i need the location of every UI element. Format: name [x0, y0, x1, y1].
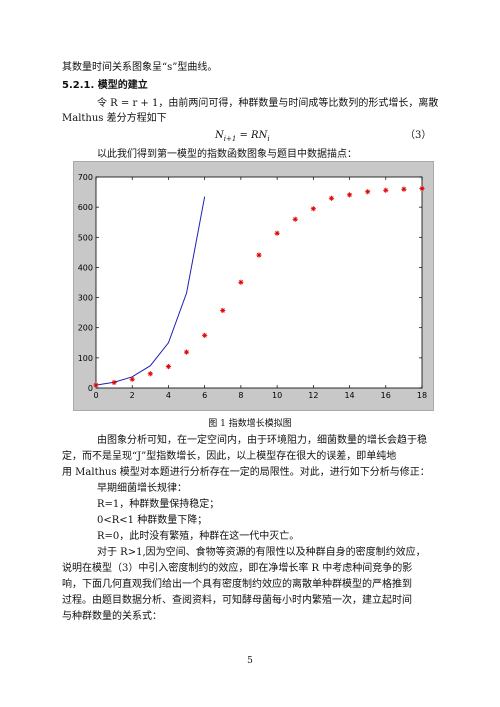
equation-rhs-subscript: i	[267, 135, 270, 143]
data-point	[310, 206, 316, 212]
figure-chart: 0 2 4 6 8 10 12 14 16 18 0 100 200 300 400 500 600 700	[73, 161, 434, 411]
x-tick-label: 6	[202, 391, 207, 400]
equation-lhs: N	[215, 130, 224, 141]
y-tick-label: 100	[78, 354, 93, 363]
plot-area	[95, 176, 423, 389]
paragraph-line: 令 R = r + 1，由前两问可得，种群数量与时间成等比数列的形式增长，离散	[97, 98, 439, 109]
x-tick-label: 8	[238, 391, 243, 400]
paragraph-line: R=1，种群数量保持稳定；	[97, 499, 220, 510]
x-tick-label: 0	[93, 391, 98, 400]
figure-caption: 图 1 指数增长模拟图	[208, 419, 292, 429]
page-number: 5	[247, 656, 253, 666]
x-tick-label: 18	[417, 391, 427, 400]
data-point	[419, 185, 425, 192]
paragraph-line: 过程。由题目数据分析、查阅资料，可知酵母菌每小时内繁殖一次，建立起时间	[62, 595, 412, 606]
paragraph-intro: 其数量时间关系图象呈“s”型曲线。	[62, 62, 218, 73]
y-tick-label: 600	[78, 203, 93, 212]
x-tick-label: 4	[166, 391, 171, 400]
paragraph-line: Malthus 差分方程如下	[62, 113, 167, 124]
paragraph-line: 0<R<1 种群数量下降；	[97, 515, 208, 526]
x-tick-label: 14	[344, 391, 354, 400]
y-tick-label: 200	[78, 324, 93, 333]
paragraph-line: 对于 R>1,因为空间、食物等资源的有限性以及种群自身的密度制约效应，	[97, 547, 426, 558]
x-tick-label: 2	[130, 391, 135, 400]
paragraph-line: 早期细菌增长规律：	[97, 483, 187, 494]
paragraph-line: 用 Malthus 模型对本题进行分析存在一定的局限性。对此，进行如下分析与修正…	[62, 467, 430, 478]
paragraph-line: R=0，此时没有繁殖，种群在这一代中灭亡。	[97, 531, 300, 542]
data-point	[129, 376, 135, 382]
data-point	[183, 349, 190, 355]
data-point	[93, 382, 99, 388]
section-heading: 5.2.1. 模型的建立	[62, 80, 148, 91]
x-tick-label: 16	[381, 391, 391, 400]
data-point	[111, 379, 117, 386]
paragraph-line: 说明在模型（3）中引入密度制约的效应，即在净增长率 R 中考虑种间竞争的影	[62, 563, 413, 574]
y-tick-label: 400	[78, 263, 93, 272]
y-tick-label: 700	[78, 173, 93, 182]
paragraph-line: 定，而不是呈现“J”型指数增长，因此，以上模型存在很大的误差，即单纯地	[62, 451, 397, 462]
equation-rhs: = RN	[236, 130, 268, 141]
x-tick-label: 10	[272, 391, 282, 400]
paragraph-line: 与种群数量的关系式：	[62, 611, 162, 622]
data-point	[147, 371, 153, 377]
equation-lhs-subscript: i+1	[223, 135, 237, 143]
data-point	[328, 195, 335, 201]
data-point	[346, 192, 353, 198]
data-point	[365, 189, 371, 195]
y-tick-label: 0	[88, 384, 93, 393]
equation: Ni+1 = RNi	[215, 129, 270, 146]
data-point	[202, 332, 208, 338]
paragraph-line: 响，下面几何直观我们给出一个具有密度制约效应的离散单种群模型的严格推到	[62, 579, 412, 590]
data-point	[256, 252, 262, 258]
data-point	[383, 187, 389, 193]
data-point	[274, 230, 280, 236]
y-tick-label: 500	[78, 233, 93, 242]
equation-number: （3）	[405, 130, 432, 141]
y-tick-label: 300	[78, 294, 93, 303]
data-point	[238, 279, 244, 285]
paragraph-line: 以此我们得到第一模型的指数函数图象与题目中数据描点：	[97, 149, 357, 160]
data-point	[401, 186, 407, 192]
data-point	[292, 216, 298, 222]
x-tick-label: 12	[308, 391, 318, 400]
chart-svg: 0 2 4 6 8 10 12 14 16 18 0 100 200 300 400 500 600 700	[78, 173, 427, 400]
paragraph-line: 由图象分析可知，在一定空间内，由于环境阻力，细菌数量的增长会趋于稳	[97, 435, 427, 446]
data-point	[220, 307, 226, 314]
data-point	[165, 363, 172, 370]
